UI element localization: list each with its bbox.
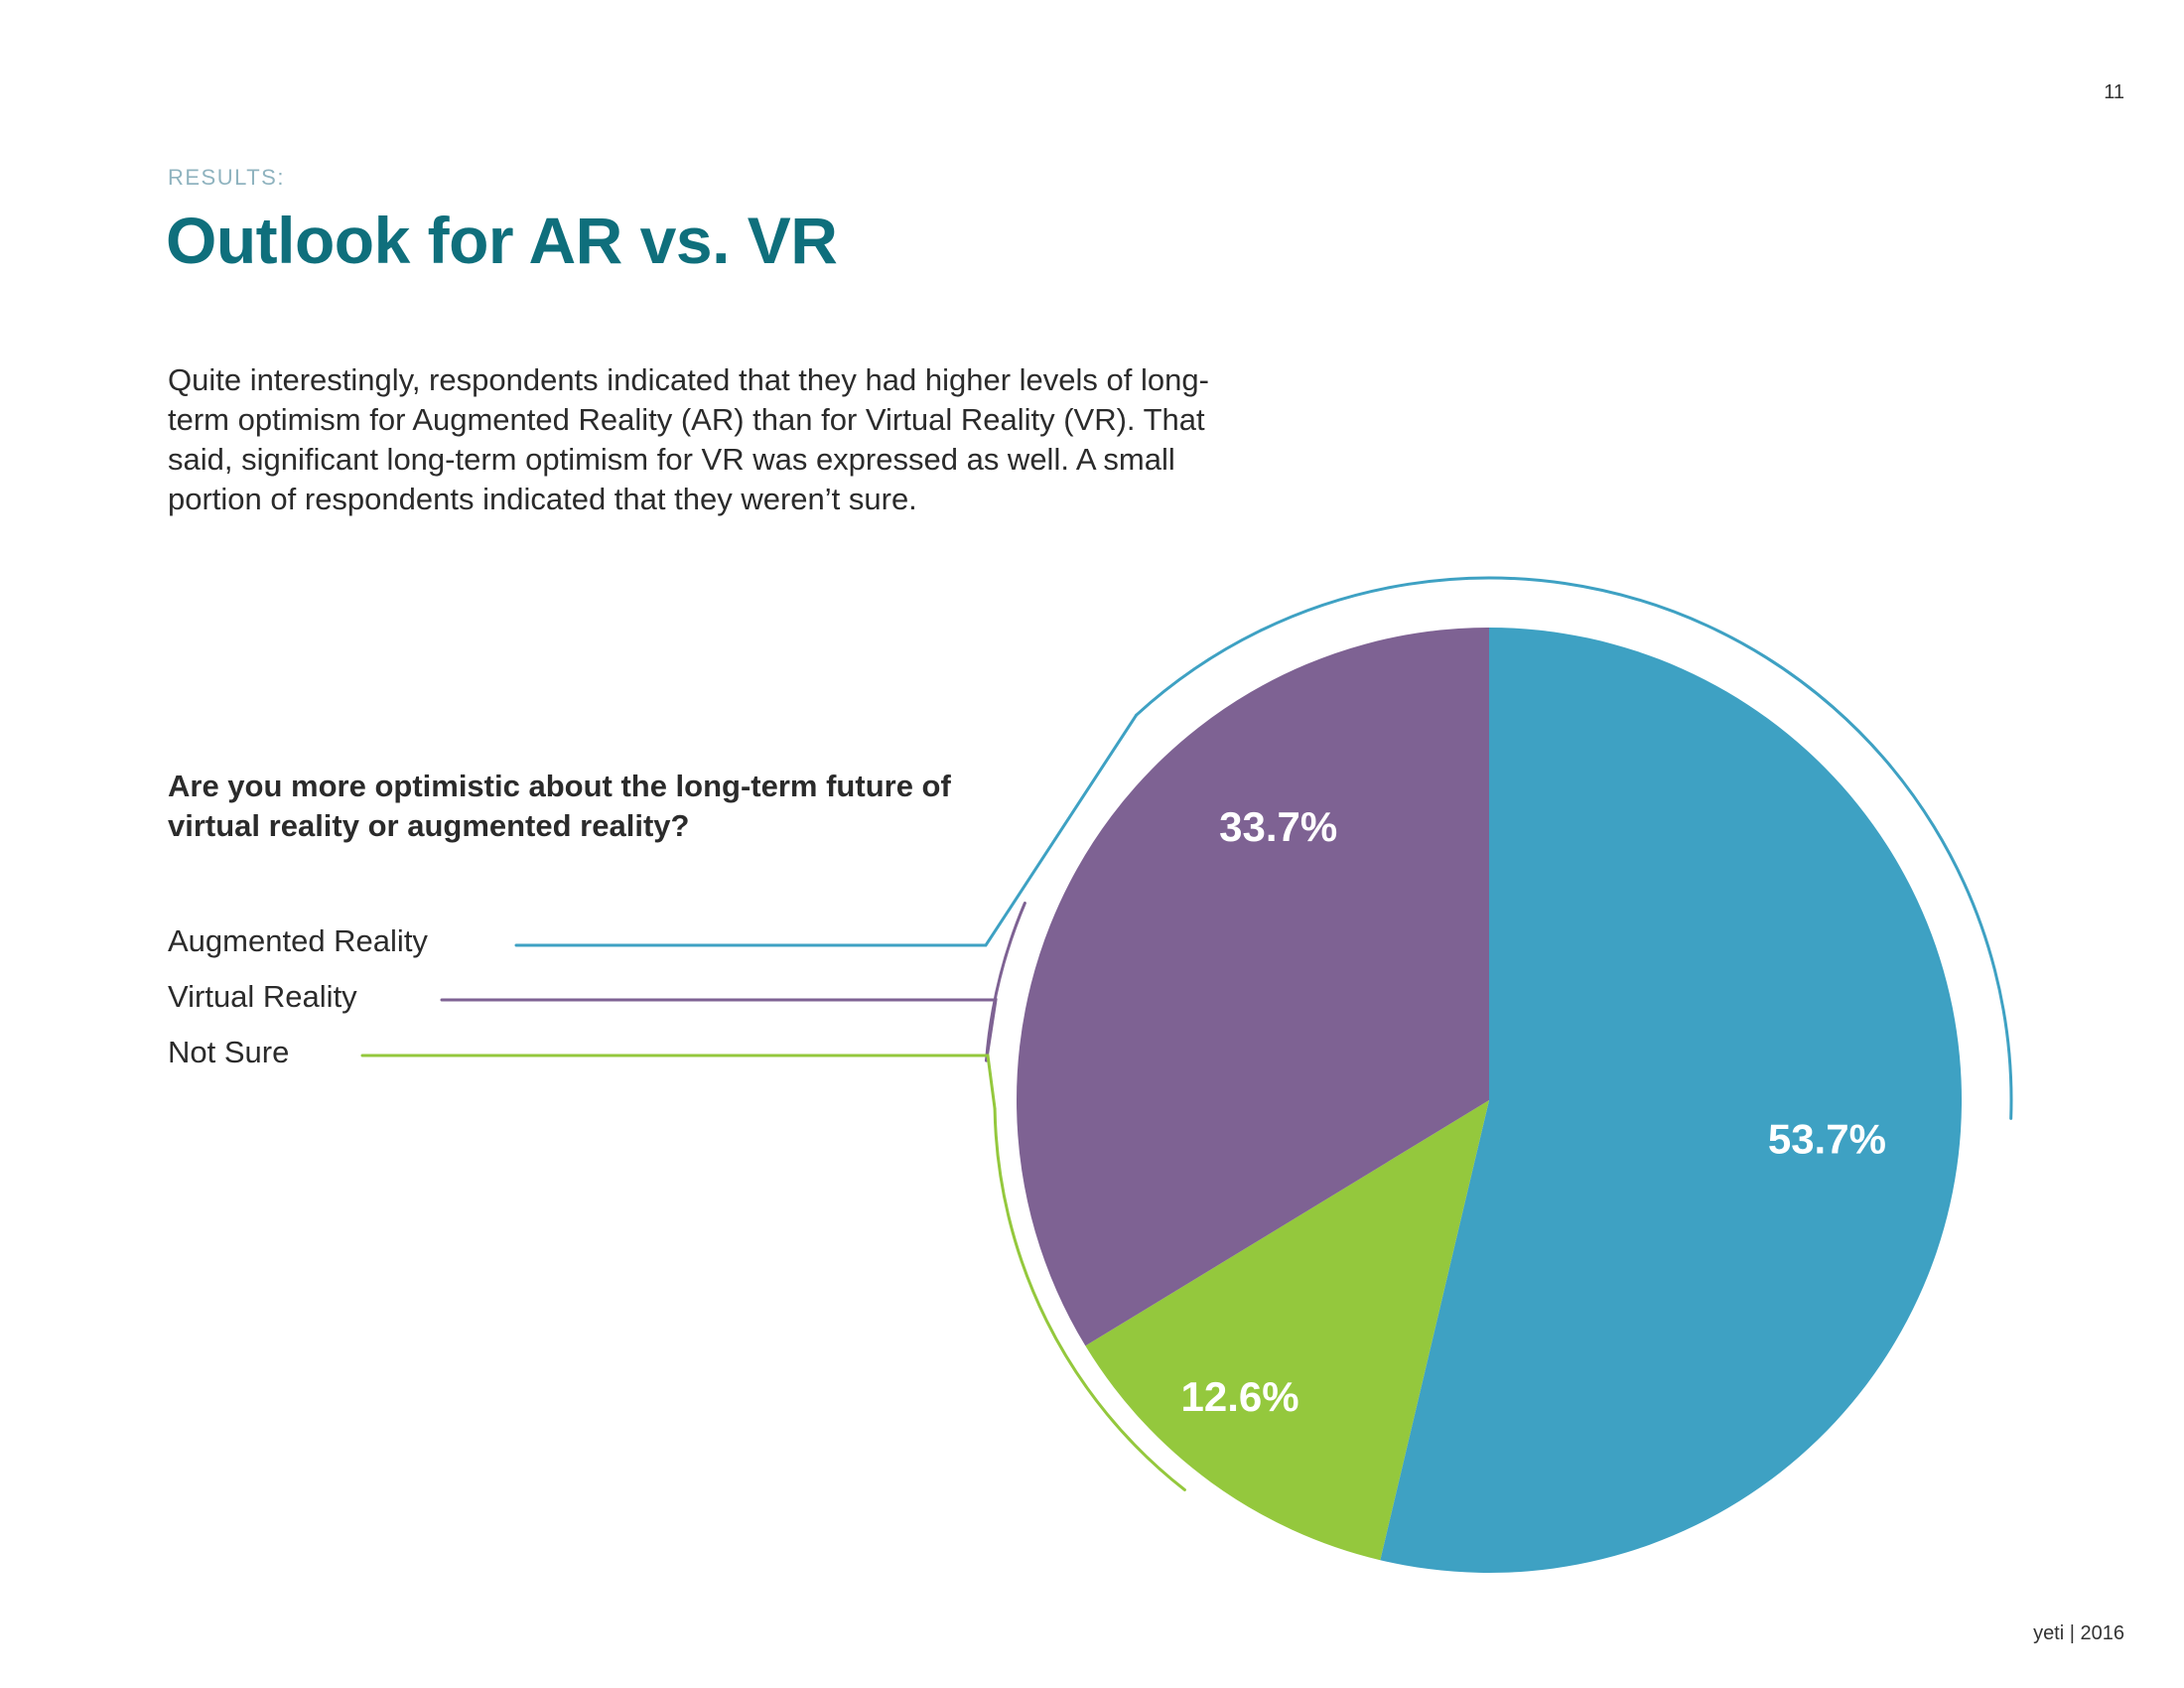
- page-title: Outlook for AR vs. VR: [166, 204, 838, 277]
- pie-slice-augmented-reality: [1380, 628, 1963, 1573]
- outer-arc-virtual-reality: [985, 902, 1026, 1062]
- legend-connector-arcs: [360, 576, 2013, 1491]
- section-label: RESULTS:: [168, 165, 285, 190]
- slice-label-virtual-reality: 33.7%: [1219, 803, 1337, 850]
- page-number: 11: [2104, 81, 2124, 103]
- connector-line-not-sure: [360, 1054, 997, 1111]
- legend-label-virtual-reality: Virtual Reality: [168, 979, 357, 1014]
- connector-line-augmented-reality: [514, 713, 1139, 947]
- legend-label-augmented-reality: Augmented Reality: [168, 923, 428, 958]
- legend-label-not-sure: Not Sure: [168, 1035, 290, 1069]
- pie-slices: [1016, 628, 1963, 1573]
- intro-paragraph: Quite interestingly, respondents indicat…: [168, 362, 1209, 516]
- pie-slice-labels: 53.7% 12.6% 33.7%: [1181, 803, 1886, 1420]
- pie-slice-virtual-reality: [1016, 628, 1489, 1346]
- survey-question: Are you more optimistic about the long-t…: [168, 769, 951, 843]
- footer-brand-year: yeti | 2016: [2033, 1622, 2124, 1644]
- pie-slice-not-sure: [1085, 1100, 1489, 1561]
- slice-label-augmented-reality: 53.7%: [1768, 1116, 1886, 1163]
- slice-label-not-sure: 12.6%: [1181, 1373, 1299, 1420]
- connector-line-virtual-reality: [440, 998, 998, 1062]
- outer-arc-not-sure: [993, 1107, 1186, 1491]
- outer-arc-augmented-reality: [1135, 576, 2013, 1120]
